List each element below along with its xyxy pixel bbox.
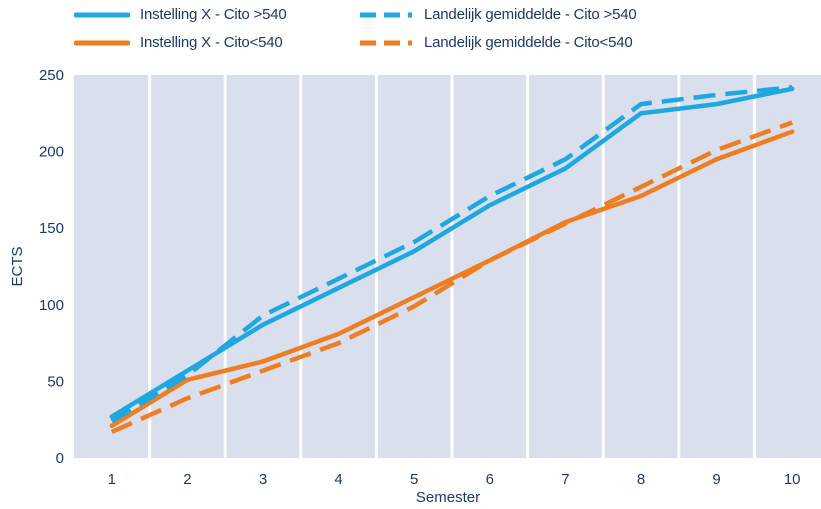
y-tick-label: 50 [47,373,64,390]
y-axis-label: ECTS [9,246,26,286]
series-lines [109,85,795,435]
chart-legend: Instelling X - Cito >540 Instelling X - … [0,0,821,60]
plot-area [74,75,821,458]
y-tick-label: 150 [39,220,64,237]
x-tick-label: 8 [637,471,645,488]
y-tick-label: 250 [39,67,64,84]
x-tick-label: 7 [561,471,569,488]
legend-item: Instelling X - Cito >540 [74,6,287,23]
x-axis-label: Semester [416,489,480,506]
x-tick-label: 4 [334,471,342,488]
x-tick-label: 3 [259,471,267,488]
y-axis-ticks: 0 50 100 150 200 250 [39,67,64,467]
legend-label: Landelijk gemiddelde - Cito<540 [424,34,633,51]
x-tick-label: 5 [410,471,418,488]
legend-label: Instelling X - Cito >540 [140,6,287,23]
x-axis-ticks: 1 2 3 4 5 6 7 8 9 10 [108,471,801,488]
series-line [110,120,793,435]
series-line [110,85,793,424]
legend-label: Landelijk gemiddelde - Cito >540 [424,6,637,23]
legend-item: Instelling X - Cito<540 [74,34,283,51]
y-tick-label: 100 [39,297,64,314]
legend-label: Instelling X - Cito<540 [140,34,283,51]
x-tick-label: 1 [108,471,116,488]
series-line [109,129,795,429]
x-tick-label: 2 [183,471,191,488]
y-tick-label: 200 [39,144,64,161]
x-tick-label: 10 [784,471,801,488]
legend-item: Landelijk gemiddelde - Cito >540 [358,6,637,23]
legend-item: Landelijk gemiddelde - Cito<540 [358,34,633,51]
x-tick-label: 6 [486,471,494,488]
y-tick-label: 0 [56,450,64,467]
x-tick-label: 9 [712,471,720,488]
